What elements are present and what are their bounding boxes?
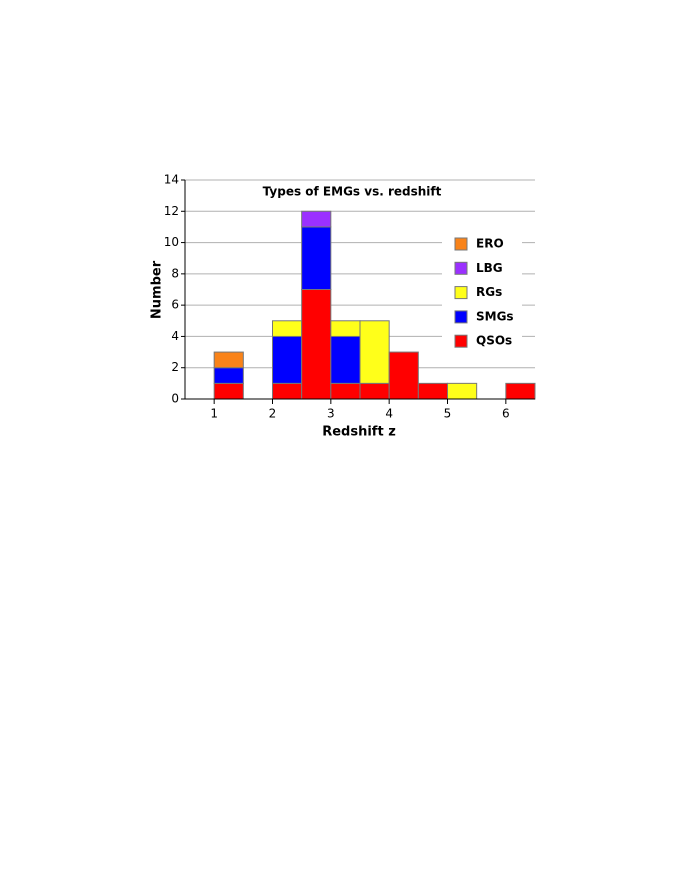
bar-segment [417, 382, 449, 400]
bar-segment [272, 382, 303, 400]
bar-segment [301, 210, 332, 228]
x-tick-label: 1 [210, 407, 218, 421]
legend-swatch [454, 310, 468, 324]
x-axis-label: Redshift z [322, 425, 396, 440]
bar-segment [301, 289, 332, 400]
bar-segment [388, 351, 419, 400]
y-tick-label: 8 [171, 266, 179, 280]
legend-label: QSOs [476, 334, 512, 348]
x-tick-label: 6 [502, 407, 510, 421]
bar-segment [359, 382, 390, 400]
bar-segment [272, 335, 303, 384]
legend-swatch [454, 261, 468, 275]
y-tick-label: 4 [171, 329, 179, 343]
bar-segment [301, 226, 332, 291]
chart-title: Types of EMGs vs. redshift [263, 185, 442, 199]
bar-segment [330, 335, 361, 384]
y-tick-label: 12 [164, 204, 179, 218]
y-tick-label: 0 [171, 392, 179, 406]
y-tick-label: 6 [171, 298, 179, 312]
bar-segment [330, 320, 361, 337]
y-axis-label: Number [150, 260, 165, 319]
legend-label: RGs [476, 285, 502, 299]
x-tick-label: 3 [327, 407, 335, 421]
legend-swatch [454, 286, 468, 300]
x-tick-label: 5 [444, 407, 452, 421]
bar-segment [330, 382, 361, 400]
legend-swatch [454, 334, 468, 348]
y-tick-label: 2 [171, 360, 179, 374]
bar-segment [272, 320, 303, 337]
legend-label: SMGs [476, 309, 514, 323]
legend-swatch [454, 237, 468, 251]
bar-segment [213, 351, 244, 369]
y-tick-label: 10 [164, 235, 179, 249]
bar-segment [505, 382, 536, 400]
legend-label: LBG [476, 261, 503, 275]
bar-segment [359, 320, 390, 384]
legend: ERO LBG RGs SMGs QSOs [442, 230, 522, 354]
x-tick-label: 2 [269, 407, 277, 421]
bar-segment [213, 382, 244, 400]
bar-segment [447, 382, 478, 400]
bar-segment [213, 367, 244, 384]
legend-label: ERO [476, 237, 504, 251]
y-tick-label: 14 [164, 173, 179, 187]
x-tick-label: 4 [385, 407, 393, 421]
